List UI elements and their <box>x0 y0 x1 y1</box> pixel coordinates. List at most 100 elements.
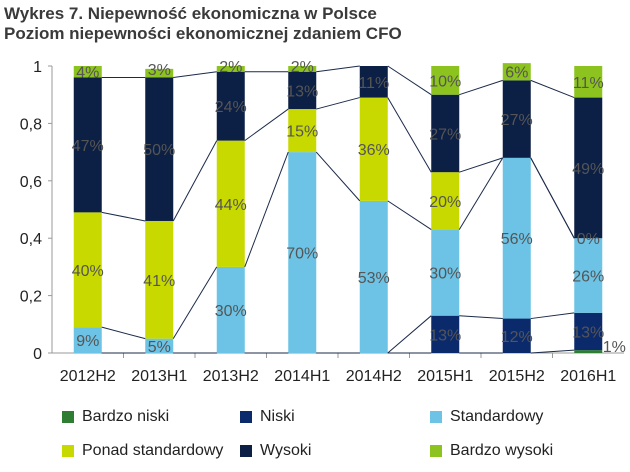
data-label: 11% <box>573 75 604 92</box>
series-line <box>530 157 575 239</box>
bar-bardzo-wysoki <box>73 66 102 78</box>
y-tick-label: 1 <box>33 59 42 76</box>
bar-wysoki <box>288 71 317 110</box>
data-label: 70% <box>286 246 318 263</box>
data-label: 2% <box>291 59 314 76</box>
data-label: 5% <box>148 339 171 356</box>
data-label: 30% <box>429 266 461 283</box>
bar-niski <box>502 318 531 353</box>
legend-item: Wysoki <box>240 440 311 462</box>
chart-legend: Bardzo niski Niski Standardowy Ponad standa… <box>0 400 630 472</box>
x-tick-label: 2015H2 <box>489 368 545 385</box>
bar-bardzo-wysoki <box>145 68 174 78</box>
legend-label: Bardzo wysoki <box>450 442 554 459</box>
series-line <box>459 315 503 320</box>
bar-bardzo-niski <box>574 350 603 353</box>
data-label: 36% <box>358 142 390 159</box>
data-label: 3% <box>148 62 171 79</box>
chart-title-block: Wykres 7. Niepewność ekonomiczna w Polsc… <box>4 4 624 44</box>
series-line <box>172 266 218 339</box>
series-line <box>172 140 218 222</box>
x-tick-label: 2012H2 <box>60 368 116 385</box>
x-tick-label: 2014H1 <box>274 368 330 385</box>
bar-wysoki <box>216 71 245 141</box>
legend-swatch <box>240 411 252 423</box>
bar-wysoki <box>502 80 531 158</box>
chart-title: Wykres 7. Niepewność ekonomiczna w Polsc… <box>4 4 377 23</box>
bar-standardowy <box>502 157 531 319</box>
bar-bardzo-wysoki <box>288 66 317 72</box>
data-label: 56% <box>501 231 533 248</box>
data-label: 11% <box>358 75 389 92</box>
legend-swatch <box>430 411 442 423</box>
series-line <box>387 315 432 354</box>
bar-standardowy <box>431 229 460 316</box>
data-label: 4% <box>76 65 99 82</box>
data-label: 9% <box>76 333 99 350</box>
data-label: 1% <box>603 339 626 356</box>
series-line <box>101 326 146 340</box>
data-label: 10% <box>429 73 461 90</box>
data-label: 49% <box>572 161 604 178</box>
bar-standardowy <box>145 338 174 353</box>
series-line <box>530 79 575 99</box>
bar-standardowy <box>288 152 317 353</box>
bar-bardzo-wysoki <box>502 63 531 81</box>
data-label: 50% <box>143 142 175 159</box>
legend-label: Bardzo niski <box>82 408 170 425</box>
x-tick-label: 2014H2 <box>346 368 402 385</box>
data-label: 44% <box>215 197 247 214</box>
data-label: 53% <box>358 270 390 287</box>
series-line <box>387 200 432 231</box>
x-tick-label: 2013H1 <box>131 368 187 385</box>
legend-label: Niski <box>260 408 295 425</box>
bar-wysoki <box>431 94 460 173</box>
series-line <box>315 151 361 202</box>
bar-wysoki <box>574 97 603 239</box>
bar-ponad-standardowy <box>288 109 317 153</box>
series-line <box>244 151 289 268</box>
series-line <box>530 312 575 320</box>
series-line <box>101 211 146 222</box>
chart-subtitle: Poziom niepewności ekonomicznej zdaniem … <box>4 24 402 43</box>
data-label: 41% <box>143 273 175 290</box>
data-label: 27% <box>501 112 533 129</box>
legend-item: Standardowy <box>430 406 543 428</box>
data-label: 40% <box>72 263 104 280</box>
series-line <box>316 97 360 110</box>
bar-niski <box>574 312 603 351</box>
series-line <box>530 349 575 354</box>
data-label: 47% <box>72 138 104 155</box>
legend-item: Bardzo niski <box>62 406 169 428</box>
bar-ponad-standardowy <box>431 172 460 230</box>
x-tick-label: 2015H1 <box>417 368 473 385</box>
bar-ponad-standardowy <box>359 97 388 201</box>
data-label: 13% <box>572 324 604 341</box>
x-tick-label: 2016H1 <box>560 368 616 385</box>
legend-item: Ponad standardowy <box>62 440 223 462</box>
stacked-bar-chart: 0 0,2 0,4 0,6 0,8 1 2012H2 2013H1 2013H2 2014H1 20… <box>20 59 626 385</box>
data-label: 13% <box>429 327 461 344</box>
series-line <box>459 157 503 173</box>
bar-bardzo-wysoki <box>216 66 245 72</box>
legend-swatch <box>430 445 442 457</box>
data-label: 27% <box>429 126 461 143</box>
legend-item: Bardzo wysoki <box>430 440 553 462</box>
y-tick-label: 0 <box>33 346 42 363</box>
legend-swatch <box>62 445 74 457</box>
data-label: 12% <box>501 329 533 346</box>
data-label: 26% <box>572 269 604 286</box>
legend-label: Wysoki <box>260 442 312 459</box>
data-label: 30% <box>215 303 247 320</box>
y-tick-label: 0,4 <box>20 231 42 248</box>
y-tick-label: 0,8 <box>20 116 42 133</box>
data-label: 13% <box>286 83 318 100</box>
y-tick-label: 0,6 <box>20 174 42 191</box>
data-label: 15% <box>286 124 318 141</box>
legend-swatch <box>240 445 252 457</box>
data-label: 24% <box>215 99 247 116</box>
bar-ponad-standardowy <box>145 220 174 339</box>
bar-standardowy <box>574 238 603 313</box>
bar-bardzo-wysoki <box>431 66 460 95</box>
legend-item: Niski <box>240 406 295 428</box>
